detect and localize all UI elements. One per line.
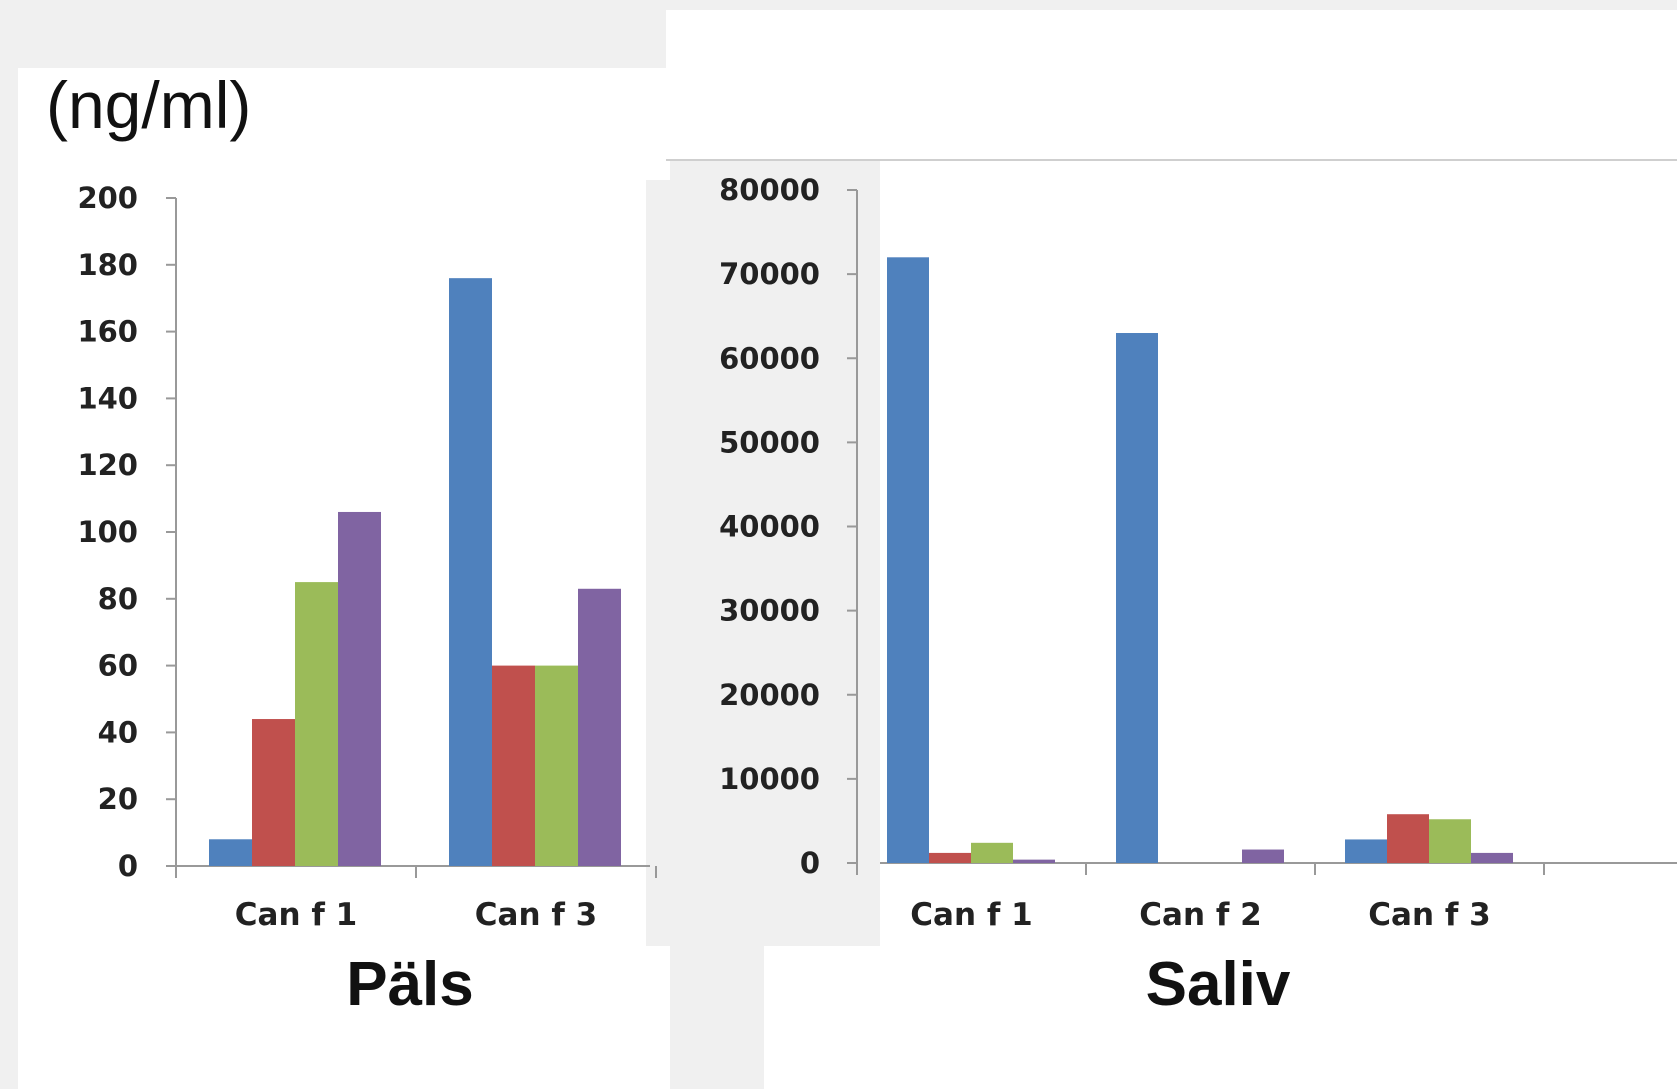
right-top-panel [666, 10, 1677, 160]
y-tick-label: 180 [77, 248, 138, 282]
bar [1345, 839, 1387, 863]
y-tick-label: 30000 [719, 594, 820, 628]
x-category-label: Can f 1 [235, 897, 357, 933]
y-tick-label: 40 [98, 715, 138, 749]
y-tick-label: 20 [98, 782, 138, 816]
bar [209, 839, 252, 866]
bar [252, 719, 295, 866]
y-tick-label: 60000 [719, 341, 820, 375]
y-tick-label: 80000 [719, 173, 820, 207]
bar [449, 278, 492, 866]
bar [295, 582, 338, 866]
bar [1387, 814, 1429, 863]
bar [1242, 849, 1284, 863]
y-tick-label: 0 [800, 846, 820, 880]
y-tick-label: 40000 [719, 510, 820, 544]
y-tick-label: 100 [77, 515, 138, 549]
bar [1429, 819, 1471, 863]
x-category-label: Can f 1 [910, 897, 1032, 933]
bar [887, 257, 929, 863]
y-tick-label: 0 [118, 849, 138, 883]
bar [971, 842, 1013, 863]
x-axis-label: Päls [346, 950, 474, 1019]
x-category-label: Can f 3 [1368, 897, 1490, 933]
bar [1471, 852, 1513, 863]
bar [492, 665, 535, 866]
y-tick-label: 200 [77, 181, 138, 215]
y-tick-label: 50000 [719, 425, 820, 459]
bar [338, 511, 381, 866]
x-category-label: Can f 2 [1139, 897, 1261, 933]
y-tick-label: 10000 [719, 762, 820, 796]
y-tick-label: 140 [77, 381, 138, 415]
overlay-axis-panel [646, 180, 880, 946]
y-tick-label: 60 [98, 649, 138, 683]
saliv-chart: 0 10000 20000 30000 40000 50000 60000 70000 8000… [719, 173, 1677, 1019]
y-tick-label: 70000 [719, 257, 820, 291]
y-tick-label: 160 [77, 315, 138, 349]
pels-chart: 0 20 40 60 80 100 120 140 160 180 200 Can f 1 Can f … [77, 181, 657, 1019]
bar [1013, 859, 1055, 863]
x-axis-label: Saliv [1146, 950, 1291, 1019]
y-tick-label: 120 [77, 448, 138, 482]
bar [578, 588, 621, 866]
right-chart-panel [880, 160, 1677, 1089]
bar [535, 665, 578, 866]
y-tick-label: 80 [98, 582, 138, 616]
x-category-label: Can f 3 [475, 897, 597, 933]
unit-label: (ng/ml) [46, 68, 251, 142]
right-bottom-panel [764, 946, 1677, 1089]
y-tick-label: 20000 [719, 678, 820, 712]
bar [929, 852, 971, 863]
bar [1116, 333, 1158, 863]
